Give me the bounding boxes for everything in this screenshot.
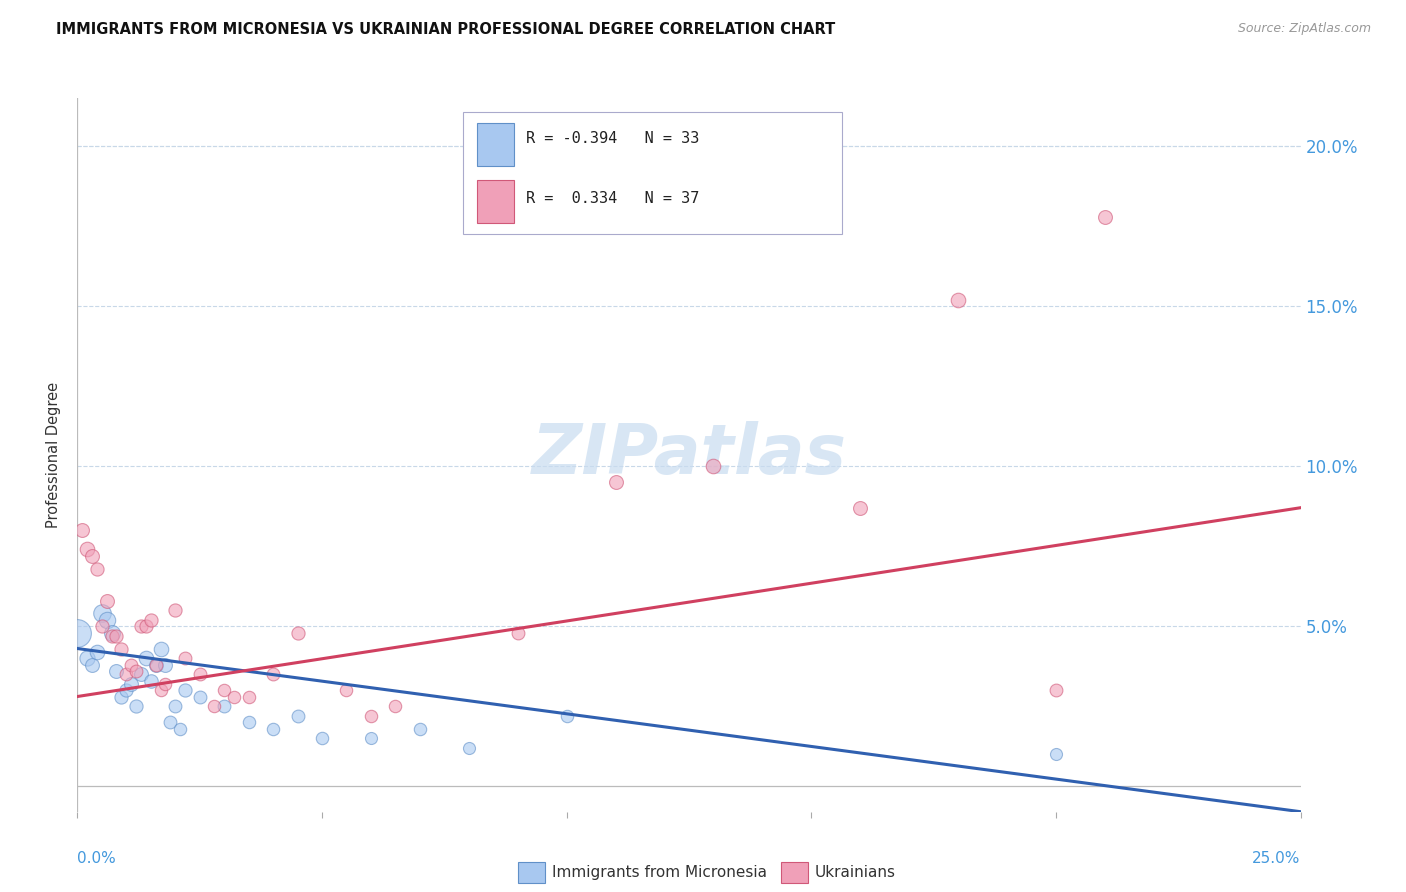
Point [311,731,333,745]
Point [90,607,112,621]
Point [238,690,260,704]
Point [139,673,162,688]
Point [76,651,98,665]
Text: R = -0.394   N = 33: R = -0.394 N = 33 [526,130,700,145]
Point [849,500,872,515]
Point [159,715,181,730]
Point [149,641,172,656]
Point [212,683,235,698]
Point [384,699,406,714]
Point [946,293,969,307]
Point [80,657,103,672]
Text: 0.0%: 0.0% [77,851,117,866]
Point [605,475,627,489]
Text: Source: ZipAtlas.com: Source: ZipAtlas.com [1237,22,1371,36]
Point [105,629,128,643]
Point [120,677,142,691]
Point [222,690,245,704]
Point [287,625,309,640]
Point [287,708,309,723]
Point [86,645,108,659]
Point [1045,747,1067,761]
Point [212,699,235,714]
Point [129,667,152,681]
FancyBboxPatch shape [780,862,807,883]
Point [96,613,118,627]
Point [96,593,118,607]
Point [129,619,152,633]
Point [155,677,177,691]
Point [174,683,197,698]
Point [70,523,93,537]
Point [262,667,284,681]
Point [174,651,197,665]
Point [165,699,187,714]
Point [135,619,157,633]
Point [139,613,162,627]
Point [110,641,132,656]
Point [1094,210,1116,224]
Point [188,690,211,704]
Point [360,708,382,723]
Point [155,657,177,672]
Point [86,561,108,575]
Point [135,651,157,665]
Point [115,683,138,698]
Point [202,699,225,714]
Point [125,699,148,714]
Point [149,683,172,698]
Point [125,664,148,678]
Point [409,722,432,736]
Point [169,722,191,736]
Point [145,657,167,672]
Point [360,731,382,745]
Point [115,667,138,681]
Point [66,625,89,640]
Point [702,459,724,474]
Point [110,690,132,704]
Point [262,722,284,736]
Text: IMMIGRANTS FROM MICRONESIA VS UKRAINIAN PROFESSIONAL DEGREE CORRELATION CHART: IMMIGRANTS FROM MICRONESIA VS UKRAINIAN … [56,22,835,37]
Point [76,542,98,557]
Text: ZIPatlas: ZIPatlas [531,421,846,489]
Point [100,625,122,640]
Point [105,664,128,678]
Point [120,657,142,672]
Point [335,683,357,698]
FancyBboxPatch shape [477,180,515,223]
Text: Immigrants from Micronesia: Immigrants from Micronesia [553,865,766,880]
Text: 25.0%: 25.0% [1253,851,1301,866]
Point [506,625,529,640]
Point [80,549,103,563]
Point [165,603,187,617]
Point [238,715,260,730]
FancyBboxPatch shape [477,123,515,166]
Text: R =  0.334   N = 37: R = 0.334 N = 37 [526,191,700,205]
Y-axis label: Professional Degree: Professional Degree [46,382,62,528]
Point [145,657,167,672]
Point [555,708,578,723]
Point [188,667,211,681]
Text: Ukrainians: Ukrainians [815,865,896,880]
FancyBboxPatch shape [463,112,842,234]
Point [457,740,479,755]
Point [90,619,112,633]
Point [100,629,122,643]
Point [1045,683,1067,698]
FancyBboxPatch shape [517,862,544,883]
